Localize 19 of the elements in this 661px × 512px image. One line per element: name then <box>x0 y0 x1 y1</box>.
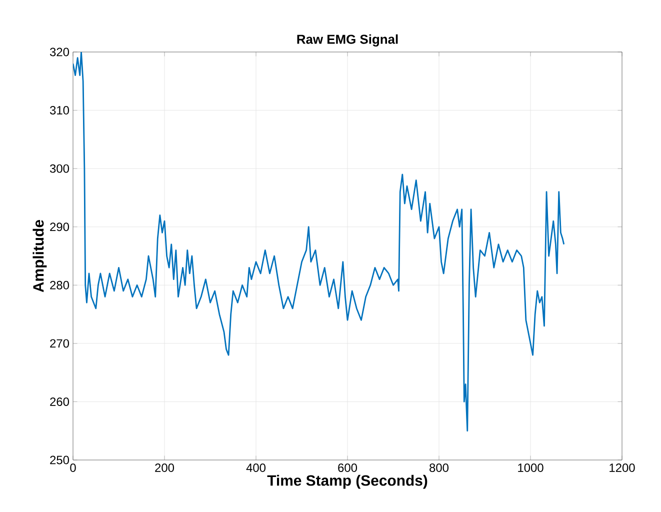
x-tick-label: 1200 <box>610 464 635 472</box>
line-series <box>73 52 565 432</box>
x-tick-label: 600 <box>338 464 358 472</box>
x-tick-label: 200 <box>155 464 174 472</box>
y-tick-label: 250 <box>50 456 70 464</box>
x-tick-label: 400 <box>246 464 266 472</box>
y-tick-label: 300 <box>50 164 70 173</box>
y-tick-label: 270 <box>50 339 70 348</box>
y-tick-label: 260 <box>50 397 70 406</box>
y-tick-label: 310 <box>50 106 70 115</box>
chart-title: Raw EMG Signal <box>297 34 398 46</box>
x-tick-label: 1000 <box>518 464 544 472</box>
x-axis-title: Time Stamp (Seconds) <box>267 474 428 489</box>
y-tick-label: 290 <box>50 222 70 232</box>
x-tick-label: 800 <box>430 464 449 472</box>
y-tick-label: 320 <box>50 48 70 56</box>
y-tick-label: 280 <box>50 280 70 290</box>
y-axis-title: Amplitude <box>32 220 47 292</box>
x-tick-label: 0 <box>70 464 76 472</box>
